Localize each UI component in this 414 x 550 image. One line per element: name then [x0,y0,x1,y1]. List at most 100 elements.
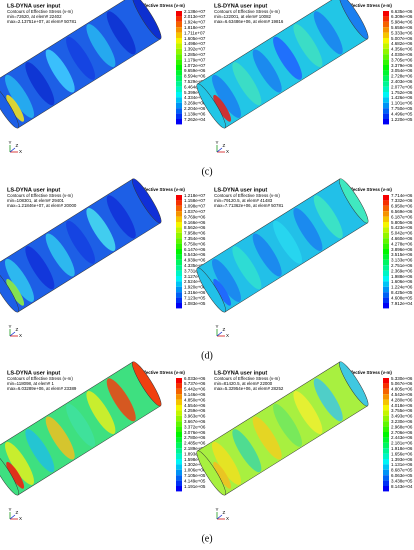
legend-swatch [176,32,182,38]
legend-swatch [383,81,389,87]
legend-label: 1.818e+07 [184,25,206,30]
legend-label: 3.379e+06 [391,63,413,68]
legend-label: 3.133e+06 [391,258,413,263]
legend-label: 7.958e+06 [184,231,206,236]
legend-swatch [176,469,182,476]
legend-swatch [383,292,389,298]
legend-swatch [176,227,182,233]
caption: (d) [201,350,213,361]
legend-label: 4.805e+06 [391,387,413,392]
legend-swatch [383,48,389,55]
legend-label: 2.013e+07 [184,14,206,19]
min-label: min=79120.5, at elem# 41483 [214,198,273,203]
model-band [106,378,136,422]
legend-label: 6.569e+06 [391,209,413,214]
legend-label: 3.438e+05 [391,478,413,483]
model [0,178,162,313]
legend-label: 4.280e+06 [391,397,413,402]
legend-swatch [383,108,389,114]
panel-subtitle: Contours of Effective Stress (v-m) [214,376,280,381]
legend-swatch [176,216,182,222]
triad-label: Y [9,507,12,512]
legend-swatch [176,259,182,266]
model-band [211,441,242,485]
triad-label: Y [216,140,219,145]
legend-swatch [176,119,182,125]
model-band [4,74,35,118]
model-end [132,0,162,40]
legend-label: 3.963e+06 [184,414,206,419]
legend-swatch [176,70,182,76]
model-end [339,0,369,40]
triad-axis [216,331,223,337]
legend-swatch [176,249,182,255]
model-band [213,94,232,122]
legend-title: Effective Stress (v-m) [347,3,392,8]
legend-swatch [176,205,182,212]
legend-label: 2.780e+06 [184,435,206,440]
legend-swatch [383,195,389,201]
legend-swatch [383,442,389,449]
model-end [339,361,369,407]
legend-label: 4.278e+06 [391,241,413,246]
legend-label: 1.606e+06 [391,279,413,284]
model-band [25,246,55,290]
legend-label: 1.918e+06 [391,446,413,451]
model-band [313,195,343,239]
legend-swatch [383,405,389,411]
legend-label: 1.098e+07 [184,204,206,209]
legend-label: 4.334e+06 [184,95,206,100]
legend-label: 3.372e+06 [184,424,206,429]
legend-label: 1.302e+06 [184,462,206,467]
legend-label: 3.705e+06 [391,57,413,62]
triad-label: X [226,516,229,521]
legend-label: 4.850e+06 [184,397,206,402]
legend-swatch [176,270,182,276]
legend-swatch [176,442,182,449]
legend-swatch [176,475,182,481]
min-label: min=118098, at elem# 1 [7,381,54,386]
legend-swatch [176,421,182,427]
legend-label: 4.496e+05 [391,111,413,116]
model-end [132,361,162,407]
legend-label: 8.562e+06 [184,225,206,230]
legend-swatch [383,383,389,389]
model [0,361,162,496]
legend-label: 1.988e+06 [391,274,413,279]
legend-label: 6.309e+06 [391,14,413,19]
legend-label: 1.191e+05 [184,484,206,489]
model-end [0,450,19,496]
legend-label: 2.403e+06 [391,79,413,84]
legend-swatch [176,486,182,492]
legend-swatch [383,421,389,427]
legend-label: 8.594e+06 [184,74,206,79]
legend-swatch [383,11,389,17]
legend-label: 1.006e+06 [184,468,206,473]
legend-label: 1.224e+06 [391,285,413,290]
model-end [0,83,19,129]
legend-swatch [383,222,389,228]
legend-swatch [176,415,182,422]
legend-swatch [383,486,389,492]
legend-swatch [383,270,389,276]
model-band [273,220,303,264]
legend-title: Effective Stress (v-m) [140,370,185,375]
legend-swatch [176,92,182,98]
legend-label: 1.158e+07 [184,198,206,203]
legend-label: 4.335e+06 [184,263,206,268]
legend-swatch [383,410,389,416]
legend-swatch [383,432,389,438]
triad-label: Y [9,140,12,145]
triad-axis [216,514,223,520]
panel-subtitle: Contours of Effective Stress (v-m) [214,9,280,14]
model-band [45,416,75,460]
legend-label: 3.515e+06 [391,252,413,257]
legend-label: 1.598e+06 [184,457,206,462]
legend-swatch [383,426,389,432]
min-label: min=72620, at elem# 22402 [7,14,62,19]
legend-swatch [383,448,389,454]
legend-label: 7.714e+06 [391,193,413,198]
model-band [211,74,242,118]
